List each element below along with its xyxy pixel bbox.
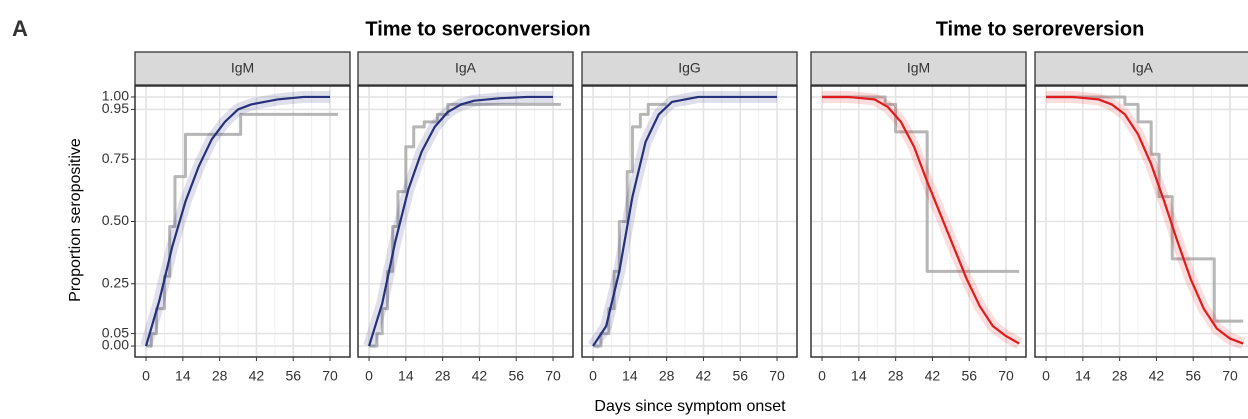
km-step — [822, 95, 1020, 273]
y-tick-label: 0.25 — [102, 274, 129, 290]
km-step — [146, 112, 338, 348]
x-tick-label: 28 — [888, 368, 904, 384]
x-tick-label: 70 — [769, 368, 785, 384]
x-axis-label: Days since symptom onset — [594, 398, 786, 415]
x-tick-label: 70 — [545, 368, 561, 384]
strip — [810, 51, 1027, 86]
x-tick-label: 28 — [435, 368, 451, 384]
fit-curve — [144, 95, 331, 347]
x-tick-label: 14 — [1075, 368, 1091, 384]
x-tick-label: 0 — [142, 368, 150, 384]
x-tick-label: 56 — [508, 368, 524, 384]
strip — [581, 51, 798, 86]
y-axis-label: Proportion seropositive — [67, 138, 84, 302]
y-tick-label: 0.75 — [102, 150, 129, 166]
panel-border — [581, 85, 798, 358]
panel-border — [1034, 85, 1248, 358]
x-tick-label: 42 — [696, 368, 712, 384]
x-tick-label: 28 — [1112, 368, 1128, 384]
fit-curve — [592, 95, 778, 347]
x-tick-label: 56 — [961, 368, 977, 384]
x-tick-label: 0 — [818, 368, 826, 384]
km-step — [593, 102, 667, 348]
x-tick-label: 70 — [998, 368, 1014, 384]
group-title: Time to seroreversion — [936, 18, 1145, 40]
x-tick-label: 14 — [622, 368, 638, 384]
y-tick-label: 1.00 — [102, 88, 129, 104]
fit-curve — [822, 95, 1020, 345]
x-tick-label: 28 — [212, 368, 228, 384]
x-tick-label: 28 — [659, 368, 675, 384]
y-tick-label: 0.05 — [102, 324, 129, 340]
strip — [1034, 51, 1248, 86]
panel-border — [357, 85, 574, 358]
km-step — [1046, 95, 1244, 323]
strip — [134, 51, 351, 86]
panel-border — [810, 85, 1027, 358]
panel-label: A — [12, 16, 28, 41]
strip — [357, 51, 574, 86]
x-tick-label: 14 — [175, 368, 191, 384]
x-tick-label: 42 — [249, 368, 265, 384]
x-tick-label: 42 — [1149, 368, 1165, 384]
group-title: Time to seroconversion — [365, 18, 590, 40]
x-tick-label: 56 — [732, 368, 748, 384]
fit-curve — [1046, 95, 1244, 345]
y-tick-label: 0.00 — [102, 337, 129, 353]
y-tick-label: 0.50 — [102, 212, 129, 228]
x-tick-label: 0 — [1042, 368, 1050, 384]
fit-curve — [367, 95, 554, 347]
x-tick-label: 14 — [851, 368, 867, 384]
panel-border — [134, 85, 351, 358]
x-tick-label: 70 — [322, 368, 338, 384]
x-tick-label: 0 — [589, 368, 597, 384]
panel-title: IgM — [907, 60, 930, 76]
panel-title: IgG — [678, 60, 701, 76]
km-step — [369, 102, 561, 348]
x-tick-label: 14 — [398, 368, 414, 384]
x-tick-label: 42 — [472, 368, 488, 384]
x-tick-label: 42 — [925, 368, 941, 384]
y-tick-label: 0.95 — [102, 100, 129, 116]
panel-title: IgM — [231, 60, 254, 76]
x-tick-label: 70 — [1222, 368, 1238, 384]
panel-title: IgA — [455, 60, 477, 76]
x-tick-label: 56 — [1185, 368, 1201, 384]
x-tick-label: 56 — [285, 368, 301, 384]
x-tick-label: 0 — [365, 368, 373, 384]
panel-title: IgA — [1132, 60, 1154, 76]
